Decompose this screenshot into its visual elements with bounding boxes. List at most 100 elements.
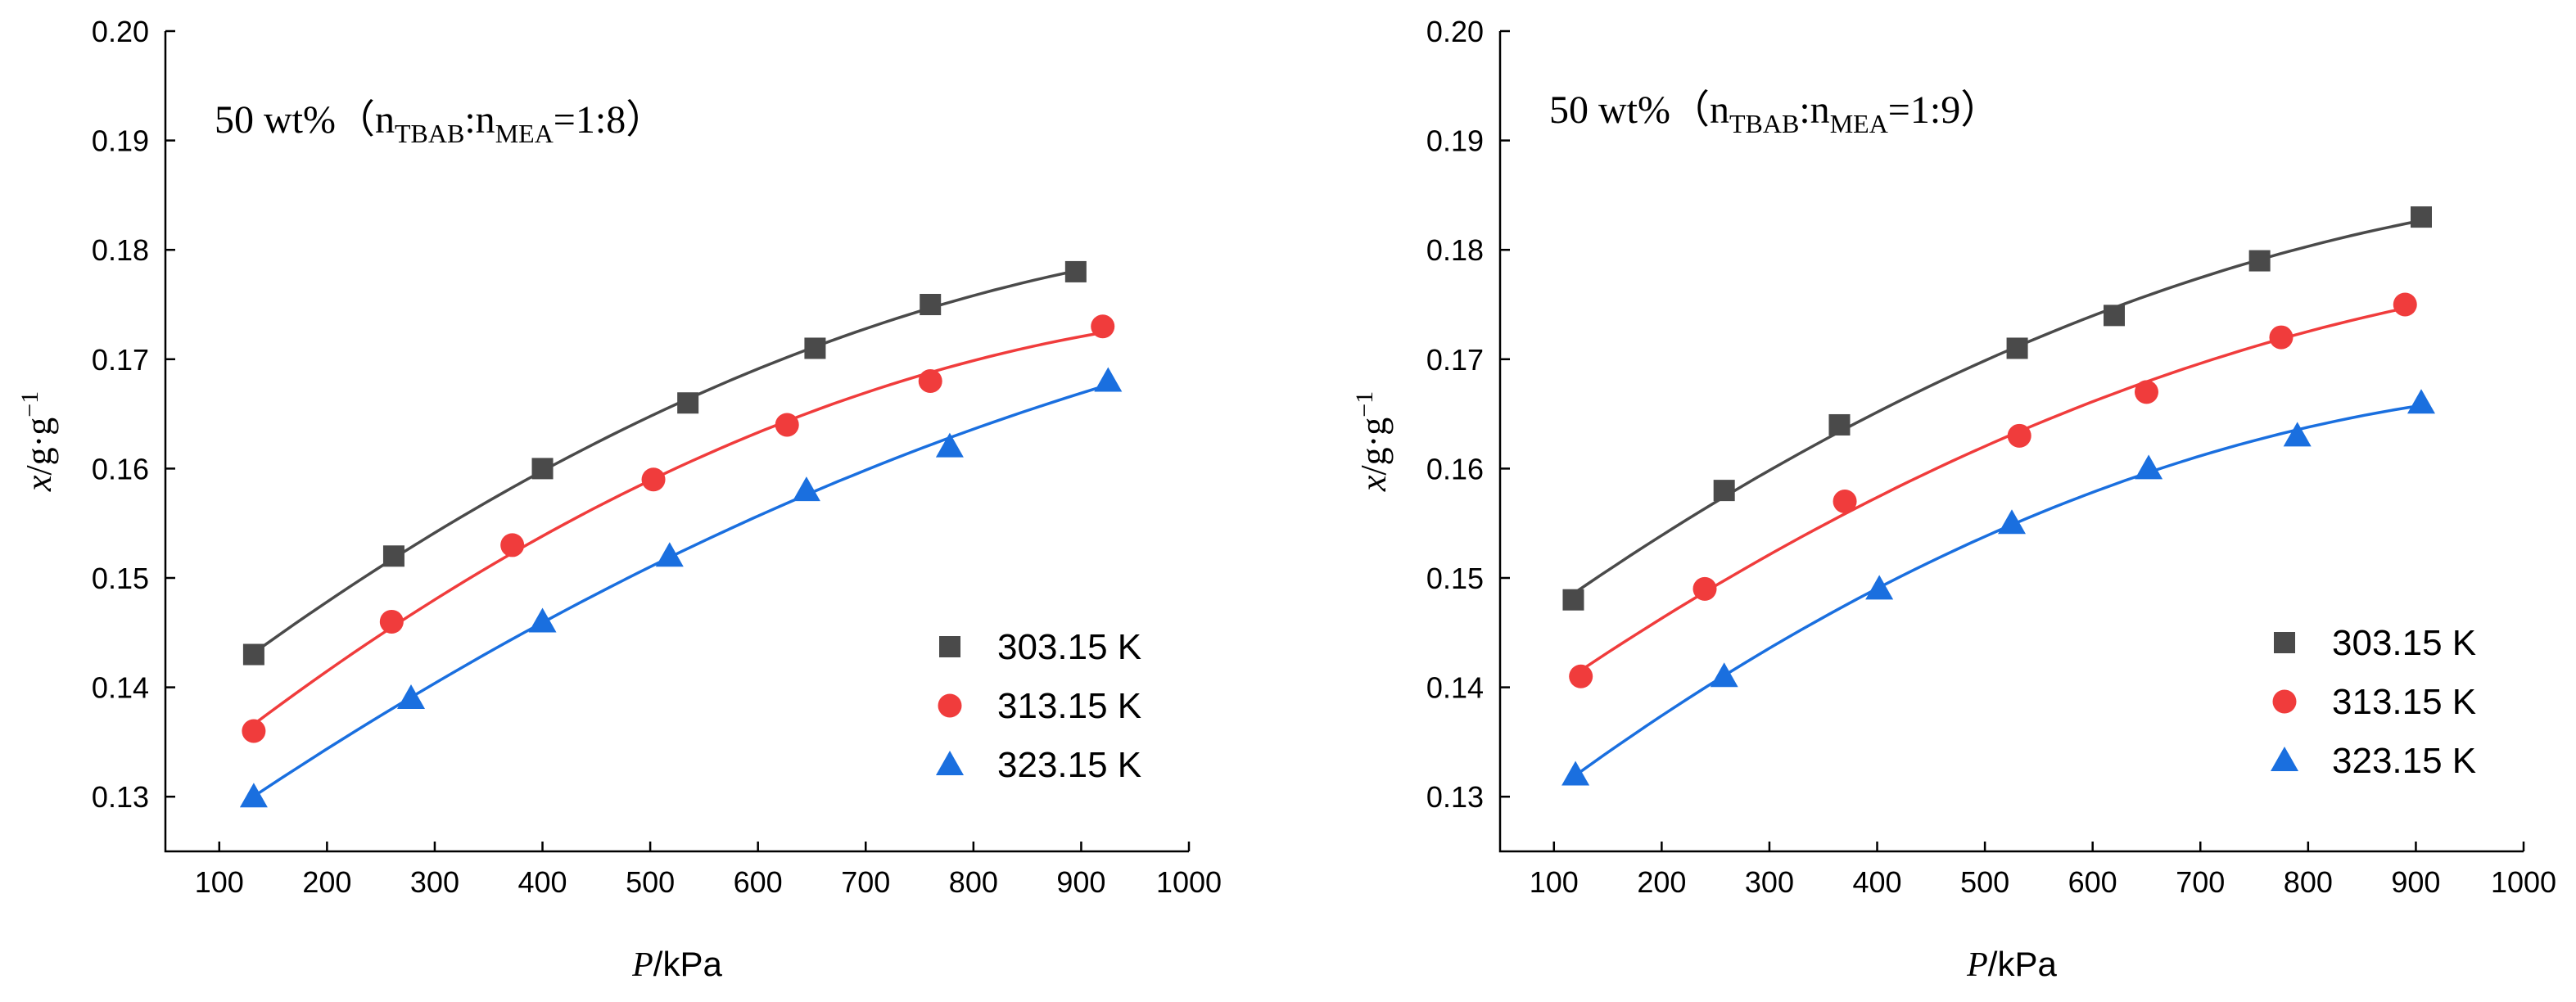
data-point (2104, 305, 2125, 327)
data-point (641, 467, 666, 492)
y-tick-label: 0.13 (1426, 780, 1484, 814)
x-tick-label: 900 (2391, 865, 2440, 899)
x-tick-label: 100 (1530, 865, 1579, 899)
data-point (2007, 423, 2031, 448)
y-axis-exponent: −1 (1351, 391, 1378, 418)
axes-frame (1498, 31, 2524, 853)
data-point (2283, 422, 2312, 447)
fit-curve (1572, 219, 2422, 595)
data-point (242, 643, 264, 666)
y-tick-label: 0.17 (1426, 343, 1484, 377)
data-point (792, 476, 820, 502)
x-tick-label: 200 (302, 865, 351, 899)
x-tick-label: 800 (2284, 865, 2333, 899)
legend-label: 313.15 K (997, 686, 1141, 726)
title-prefix: 50 wt%（n (1549, 88, 1729, 132)
axes-frame (164, 31, 1189, 853)
y-tick-label: 0.15 (1426, 562, 1484, 595)
title-middle: :n (464, 98, 495, 142)
data-point (1561, 761, 1590, 786)
x-tick-label: 700 (2176, 865, 2225, 899)
fit-curve (252, 383, 1109, 798)
y-tick-label: 0.20 (1426, 15, 1484, 48)
y-axis-exponent: −1 (16, 391, 43, 418)
y-tick-label: 0.16 (92, 452, 149, 485)
data-point (1828, 413, 1851, 436)
fit-curve (252, 331, 1104, 726)
data-point (239, 783, 268, 808)
data-point (1091, 314, 1115, 339)
x-tick-label: 100 (195, 865, 244, 899)
y-tick-label: 0.15 (92, 562, 149, 595)
series-30315: 303.15 K (242, 260, 1141, 667)
title-subscript-tbab: TBAB (395, 119, 464, 148)
series-31315: 313.15 K (242, 314, 1141, 743)
chart-panel-1: 100 200 300 400 500 600 700 800 900 1000 0.13 0.14 0… (16, 15, 1222, 984)
y-axis-variable: x (19, 475, 59, 492)
x-tick-label: 1000 (2491, 865, 2556, 899)
y-tick-label: 0.19 (1426, 124, 1484, 158)
legend-label: 303.15 K (2332, 623, 2476, 663)
x-axis-title: P/kPa (631, 945, 722, 984)
data-point (1833, 489, 1857, 513)
x-tick-label: 200 (1637, 865, 1686, 899)
data-point (677, 392, 699, 414)
data-point (2135, 454, 2163, 480)
legend-marker (939, 636, 960, 657)
x-axis-variable: P (631, 946, 653, 984)
y-tick-label: 0.17 (92, 343, 149, 377)
data-point (379, 609, 404, 634)
x-tick-label: 400 (1852, 865, 1901, 899)
data-point (2269, 325, 2294, 350)
title-subscript-mea: MEA (1830, 109, 1888, 138)
data-point (1713, 480, 1735, 502)
data-point (2134, 380, 2158, 404)
title-suffix: =1:9） (1888, 88, 2000, 132)
legend-marker (2271, 747, 2298, 771)
x-tick-label: 800 (949, 865, 998, 899)
series-30315: 303.15 K (1562, 206, 2476, 663)
title-subscript-tbab: TBAB (1729, 109, 1799, 138)
y-tick-label: 0.19 (92, 124, 149, 158)
legend-label: 313.15 K (2332, 682, 2476, 722)
x-tick-label: 300 (1745, 865, 1794, 899)
data-point (1692, 576, 1717, 601)
series-32315: 323.15 K (1561, 389, 2476, 786)
data-point (531, 458, 554, 480)
y-tick-label: 0.18 (1426, 233, 1484, 267)
fit-curve (1579, 306, 2406, 672)
y-axis-title: x/g·g−1 (1351, 391, 1394, 492)
data-point (1710, 662, 1738, 688)
y-tick-label: 0.13 (92, 780, 149, 814)
y-axis-unit: /g·g (1354, 418, 1394, 476)
title-subscript-mea: MEA (495, 119, 554, 148)
y-axis-unit: /g·g (19, 418, 59, 476)
y-tick-label: 0.14 (1426, 671, 1484, 705)
x-axis-unit: /kPa (1988, 945, 2058, 983)
data-point (242, 719, 266, 743)
x-tick-label: 600 (734, 865, 783, 899)
data-point (1569, 664, 1593, 688)
chart-panel-2: 100 200 300 400 500 600 700 800 900 1000 0.13 0.14 0… (1351, 15, 2556, 984)
legend-label: 323.15 K (2332, 741, 2476, 781)
data-point (935, 432, 964, 458)
y-tick-label: 0.16 (1426, 452, 1484, 485)
data-point (2407, 389, 2435, 414)
x-tick-label: 500 (1960, 865, 2009, 899)
y-tick-label: 0.14 (92, 671, 149, 705)
data-point (2006, 337, 2028, 359)
panel-title: 50 wt%（nTBAB:nMEA=1:9） (1549, 88, 2000, 138)
data-point (655, 542, 684, 567)
series-31315: 313.15 K (1569, 292, 2476, 722)
data-point (1998, 509, 2026, 535)
panel-title: 50 wt%（nTBAB:nMEA=1:8） (215, 98, 665, 148)
x-tick-label: 500 (626, 865, 675, 899)
data-point (2411, 206, 2432, 228)
x-tick-label: 300 (410, 865, 459, 899)
data-point (1094, 367, 1123, 392)
legend-marker (936, 751, 964, 775)
legend-marker (2274, 632, 2295, 653)
data-point (918, 369, 942, 394)
data-point (804, 337, 826, 359)
